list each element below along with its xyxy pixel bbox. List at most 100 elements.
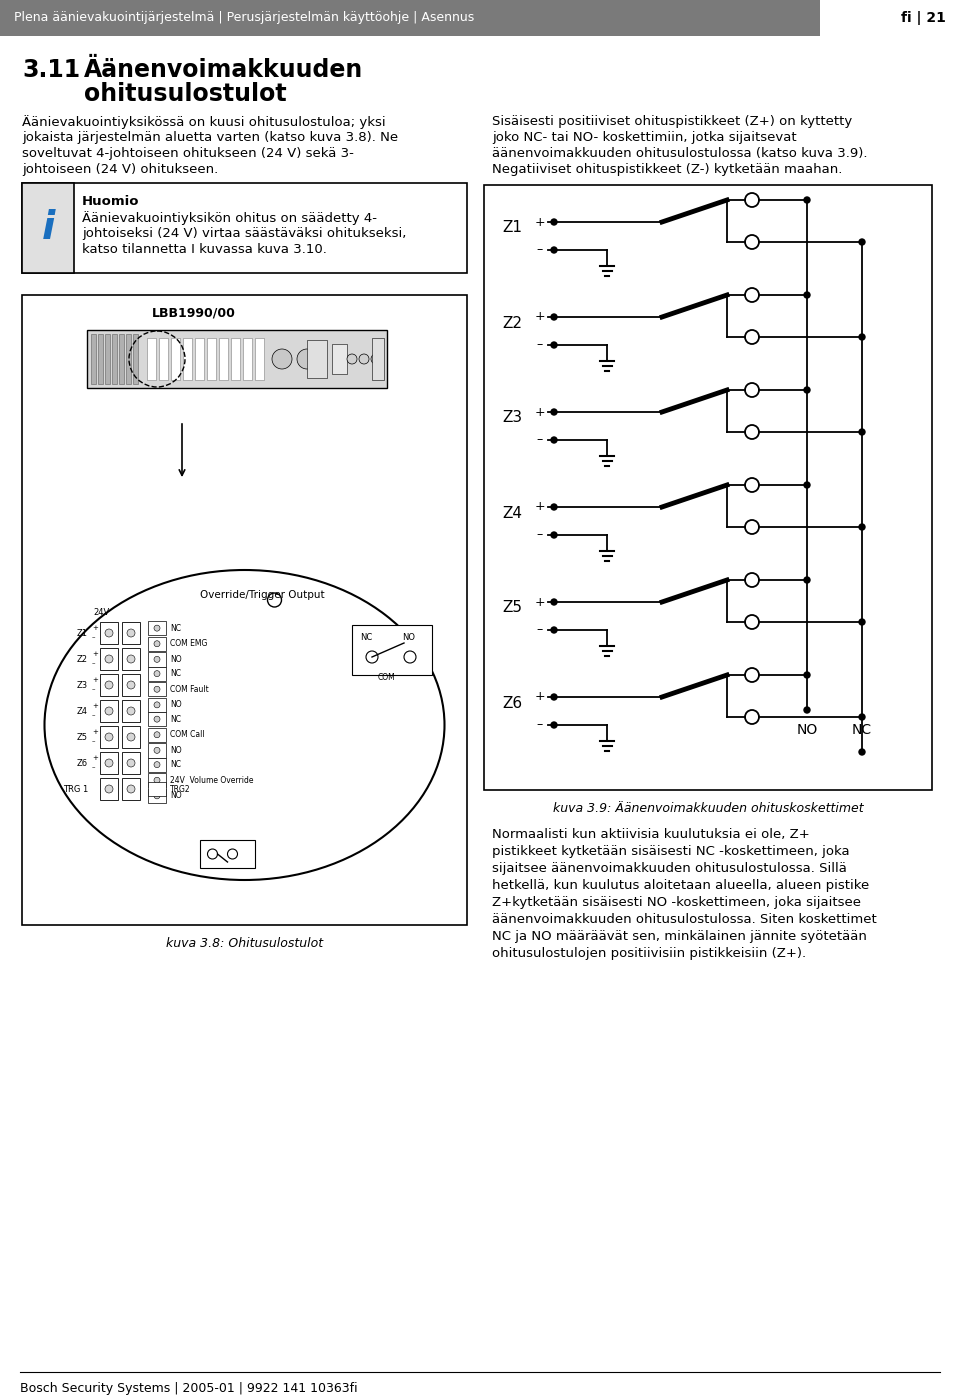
FancyBboxPatch shape — [112, 335, 117, 384]
Text: 24V  Volume Override: 24V Volume Override — [170, 776, 253, 785]
FancyBboxPatch shape — [820, 0, 960, 36]
Circle shape — [366, 651, 378, 664]
Text: äänenvoimakkuuden ohitusulostulossa. Siten koskettimet: äänenvoimakkuuden ohitusulostulossa. Sit… — [492, 913, 876, 925]
Circle shape — [127, 629, 135, 637]
Text: Override/Trigger Output: Override/Trigger Output — [200, 589, 324, 601]
Circle shape — [804, 577, 810, 582]
FancyBboxPatch shape — [148, 622, 166, 636]
Text: ohitusulostulot: ohitusulostulot — [84, 83, 287, 106]
Circle shape — [154, 686, 160, 692]
Text: NC: NC — [852, 722, 872, 736]
Circle shape — [154, 748, 160, 753]
Circle shape — [745, 235, 759, 249]
Text: +: + — [535, 690, 545, 703]
Circle shape — [859, 619, 865, 624]
Circle shape — [347, 354, 357, 364]
Text: +: + — [92, 729, 98, 735]
Text: TRG2: TRG2 — [170, 784, 191, 794]
Text: fi | 21: fi | 21 — [901, 11, 946, 25]
FancyBboxPatch shape — [100, 673, 118, 696]
Text: +: + — [535, 406, 545, 419]
FancyBboxPatch shape — [148, 637, 166, 651]
FancyBboxPatch shape — [22, 183, 74, 273]
Text: COM Fault: COM Fault — [170, 685, 208, 694]
Circle shape — [859, 749, 865, 755]
Text: COM Call: COM Call — [170, 731, 204, 739]
Circle shape — [154, 701, 160, 708]
Text: NC ja NO määräävät sen, minkälainen jännite syötetään: NC ja NO määräävät sen, minkälainen jänn… — [492, 930, 867, 944]
FancyBboxPatch shape — [122, 778, 140, 799]
FancyBboxPatch shape — [148, 788, 166, 804]
Circle shape — [105, 655, 113, 664]
Text: Z2: Z2 — [502, 315, 522, 330]
Circle shape — [745, 330, 759, 344]
FancyBboxPatch shape — [148, 713, 166, 727]
Circle shape — [859, 714, 865, 720]
FancyBboxPatch shape — [122, 622, 140, 644]
Circle shape — [745, 288, 759, 302]
Text: Äänievakuointiyksikössä on kuusi ohitusulostuloa; yksi: Äänievakuointiyksikössä on kuusi ohitusu… — [22, 115, 386, 129]
FancyBboxPatch shape — [91, 335, 96, 384]
Text: Äänievakuointiyksikön ohitus on säädetty 4-: Äänievakuointiyksikön ohitus on säädetty… — [82, 211, 377, 225]
Text: TRG 1: TRG 1 — [62, 784, 88, 794]
Text: 3.11: 3.11 — [22, 57, 80, 83]
Text: Z5: Z5 — [502, 601, 522, 616]
FancyBboxPatch shape — [22, 295, 467, 925]
FancyBboxPatch shape — [171, 337, 180, 379]
Text: +: + — [535, 501, 545, 514]
Circle shape — [551, 342, 557, 349]
Circle shape — [154, 792, 160, 799]
Text: NO: NO — [402, 633, 415, 643]
FancyBboxPatch shape — [231, 337, 240, 379]
Text: +: + — [92, 624, 98, 631]
Text: COM: COM — [378, 673, 396, 682]
FancyBboxPatch shape — [148, 781, 166, 797]
Text: –: – — [92, 659, 95, 666]
FancyBboxPatch shape — [207, 337, 216, 379]
FancyBboxPatch shape — [98, 335, 103, 384]
FancyBboxPatch shape — [484, 185, 932, 790]
FancyBboxPatch shape — [122, 648, 140, 671]
Circle shape — [804, 672, 810, 678]
Circle shape — [127, 655, 135, 664]
Circle shape — [105, 680, 113, 689]
FancyBboxPatch shape — [0, 0, 960, 36]
Circle shape — [859, 524, 865, 531]
FancyBboxPatch shape — [243, 337, 252, 379]
Circle shape — [105, 629, 113, 637]
Text: Bosch Security Systems | 2005-01 | 9922 141 10363fi: Bosch Security Systems | 2005-01 | 9922 … — [20, 1382, 358, 1394]
Circle shape — [551, 532, 557, 538]
Circle shape — [268, 594, 281, 608]
Text: +: + — [535, 595, 545, 609]
Circle shape — [745, 519, 759, 533]
Text: sijaitsee äänenvoimakkuuden ohitusulostulossa. Sillä: sijaitsee äänenvoimakkuuden ohitusulostu… — [492, 862, 847, 875]
Circle shape — [551, 722, 557, 728]
Text: jokaista järjestelmän aluetta varten (katso kuva 3.8). Ne: jokaista järjestelmän aluetta varten (ka… — [22, 132, 398, 144]
Text: NC: NC — [170, 714, 181, 724]
Text: +: + — [92, 755, 98, 762]
FancyBboxPatch shape — [100, 752, 118, 774]
FancyBboxPatch shape — [133, 335, 138, 384]
Circle shape — [127, 680, 135, 689]
Text: NC: NC — [360, 633, 372, 643]
Circle shape — [551, 437, 557, 442]
Text: Z3: Z3 — [502, 410, 522, 426]
Circle shape — [154, 671, 160, 676]
Text: +: + — [92, 651, 98, 657]
Circle shape — [154, 641, 160, 647]
FancyBboxPatch shape — [22, 183, 467, 273]
Text: –: – — [537, 528, 543, 542]
Text: soveltuvat 4-johtoiseen ohitukseen (24 V) sekä 3-: soveltuvat 4-johtoiseen ohitukseen (24 V… — [22, 147, 354, 160]
FancyBboxPatch shape — [183, 337, 192, 379]
Circle shape — [804, 707, 810, 713]
Circle shape — [745, 710, 759, 724]
Circle shape — [804, 482, 810, 489]
Circle shape — [804, 293, 810, 298]
Text: kuva 3.8: Ohitusulostulot: kuva 3.8: Ohitusulostulot — [166, 937, 324, 951]
Text: NO: NO — [170, 655, 181, 664]
Ellipse shape — [44, 570, 444, 881]
FancyBboxPatch shape — [100, 727, 118, 748]
FancyBboxPatch shape — [148, 666, 166, 680]
Text: +: + — [92, 703, 98, 708]
Text: Z6: Z6 — [77, 759, 88, 767]
